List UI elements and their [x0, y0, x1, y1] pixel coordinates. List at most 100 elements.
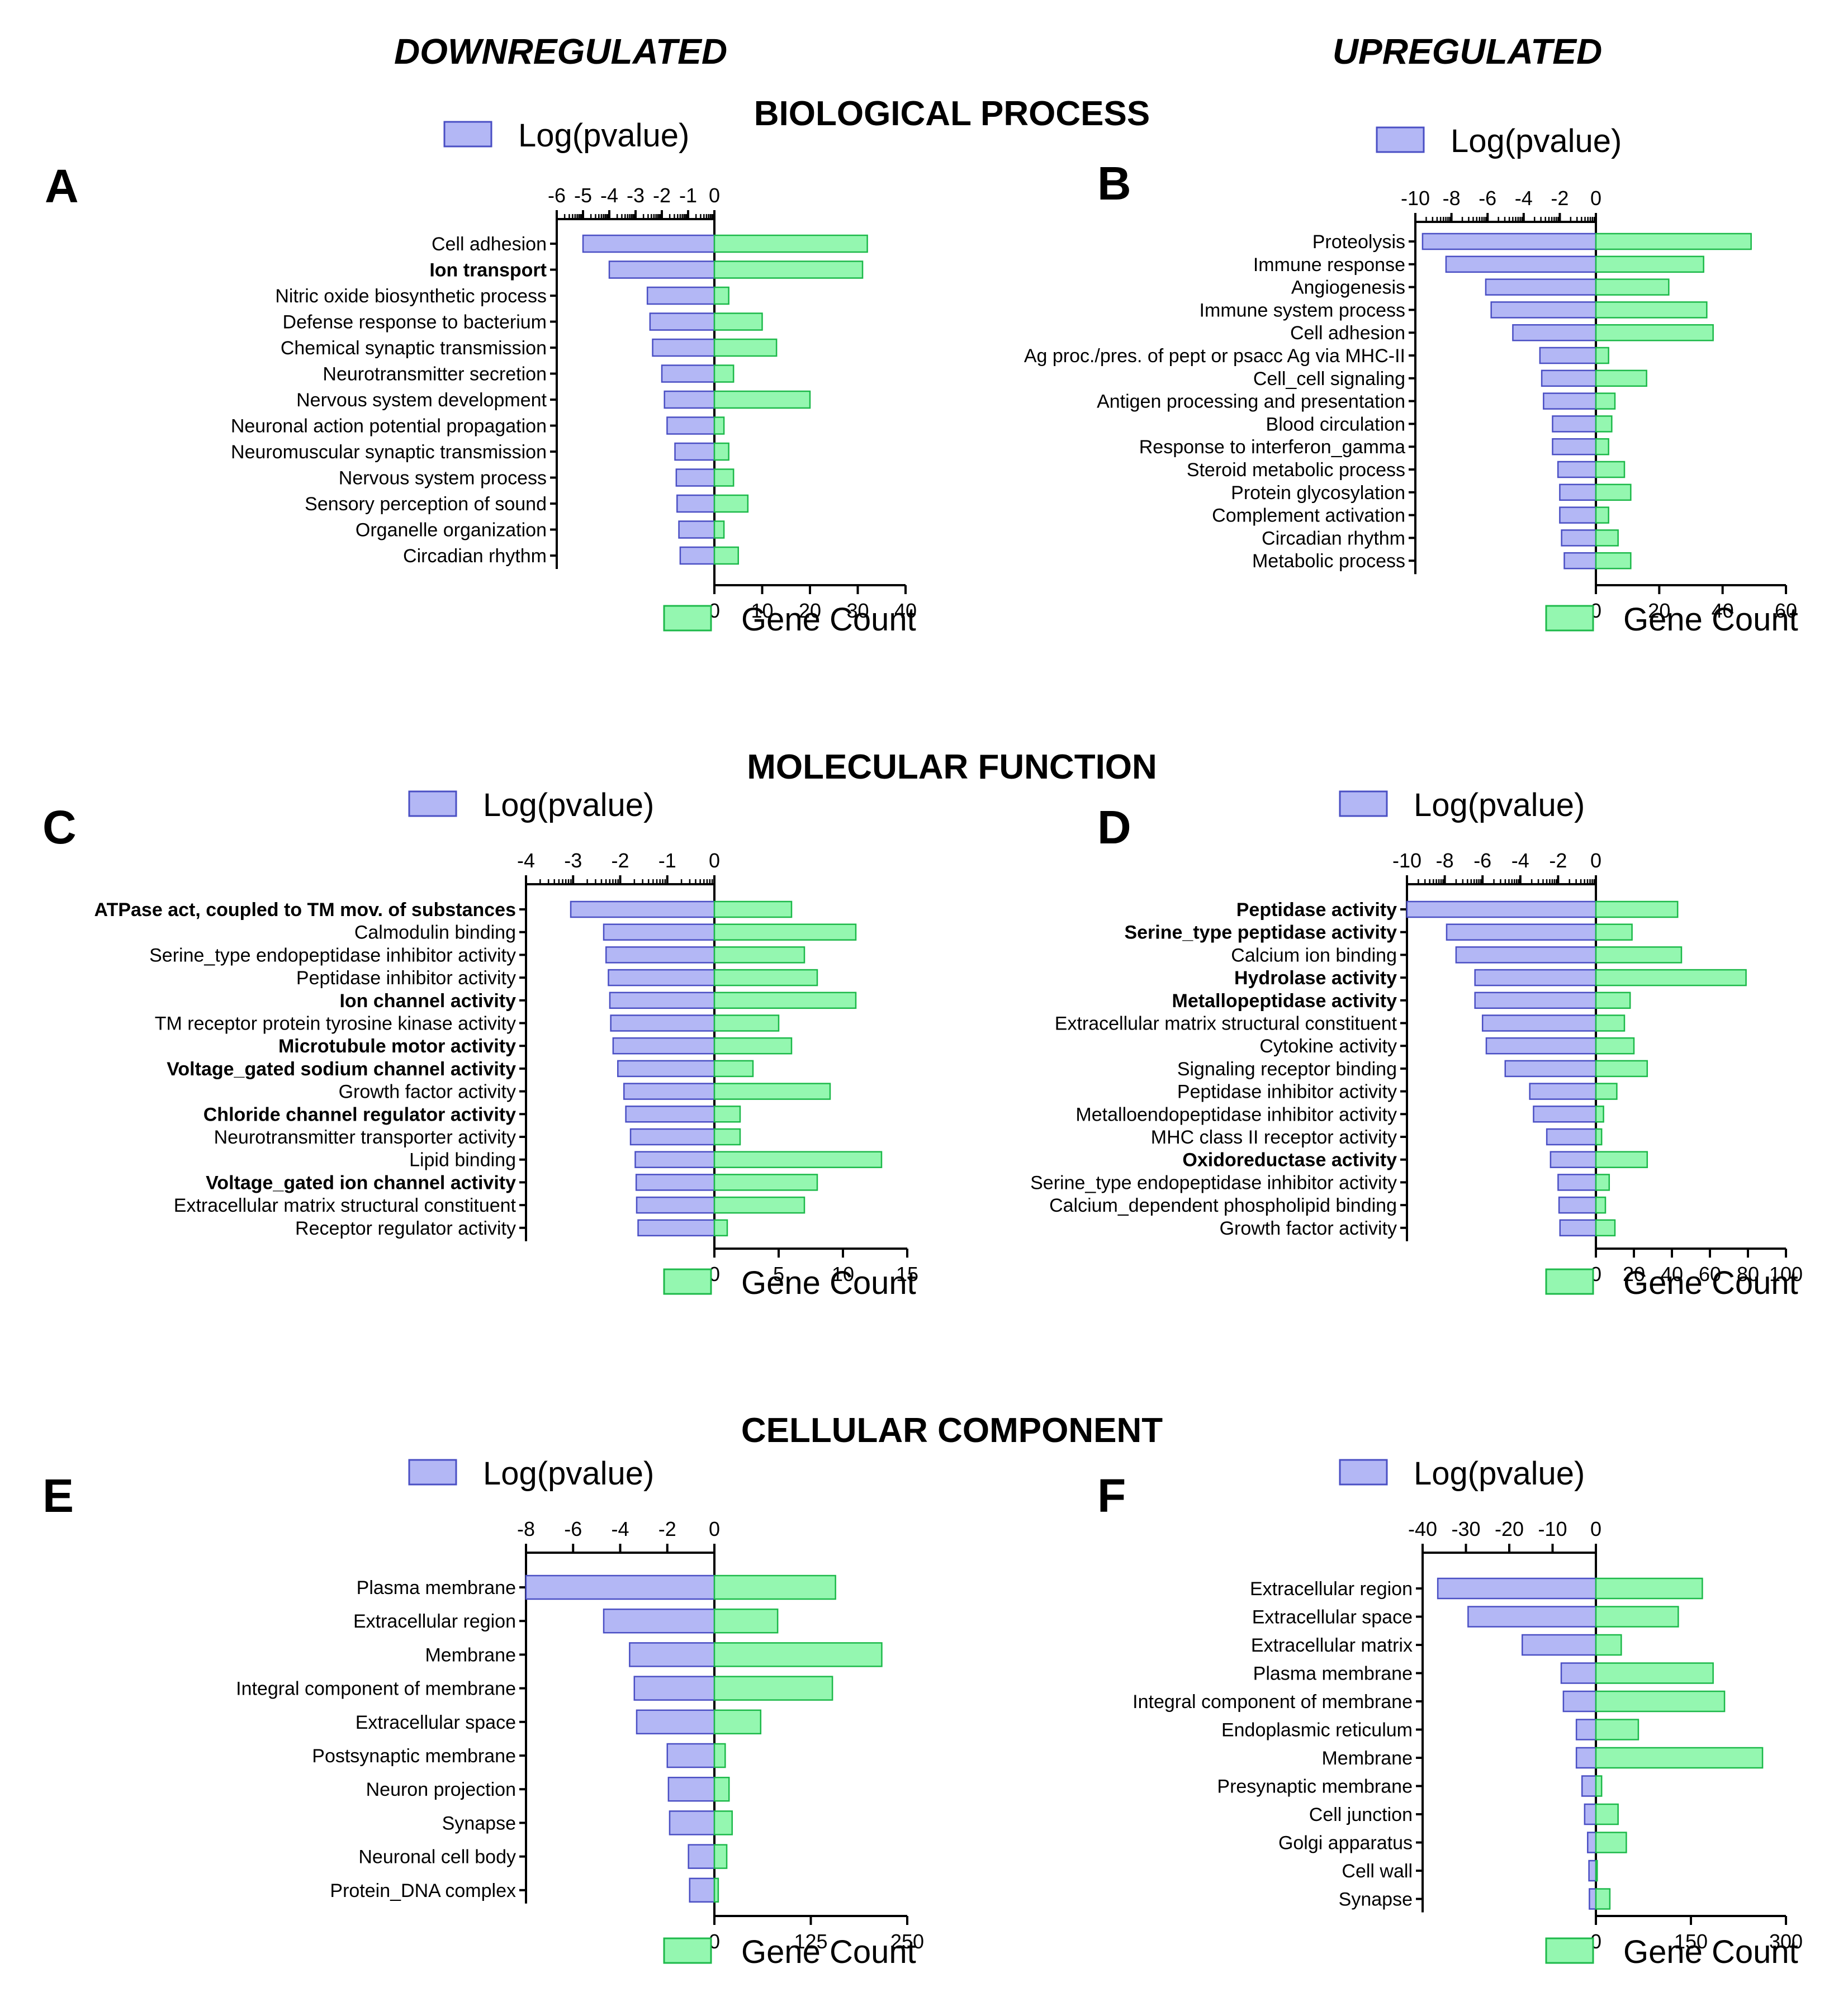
pvalue-bar	[608, 260, 715, 279]
count-bar	[1595, 900, 1679, 918]
pvalue-bar	[623, 1083, 715, 1100]
pvalue-tick-label: -1	[658, 849, 676, 872]
count-tick-label: 40	[1712, 599, 1734, 622]
count-bar	[1595, 1151, 1648, 1168]
pvalue-legend-swatch	[1376, 126, 1425, 153]
panel-letter-c: C	[42, 801, 77, 853]
category-label: Circadian rhythm	[1262, 528, 1405, 549]
category-label: Neuronal action potential propagation	[231, 416, 547, 437]
category-label: Presynaptic membrane	[1217, 1776, 1413, 1797]
pvalue-tick-label: -2	[658, 1517, 676, 1540]
pvalue-bar	[1406, 900, 1597, 918]
pvalue-tick-label: -6	[1473, 849, 1491, 872]
pvalue-bar	[582, 234, 715, 253]
count-bar	[1595, 1106, 1604, 1123]
category-label: Chloride channel regulator activity	[203, 1104, 516, 1125]
pvalue-bar	[679, 546, 715, 565]
count-legend-label: Gene Count	[1623, 1265, 1798, 1301]
category-label: Integral component of membrane	[1133, 1691, 1413, 1713]
pvalue-bar	[1557, 1174, 1597, 1191]
pvalue-bar	[636, 1709, 715, 1735]
category-label: Endoplasmic reticulum	[1221, 1720, 1413, 1741]
count-bar	[713, 1128, 741, 1146]
pvalue-bar	[1446, 923, 1597, 941]
category-label: Cell adhesion	[1290, 322, 1405, 344]
pvalue-bar	[675, 468, 715, 487]
panel-letter-f: F	[1097, 1469, 1126, 1522]
pvalue-tick-label: -6	[548, 184, 566, 207]
count-tick-label: 20	[1648, 599, 1670, 622]
category-label: Extracellular matrix structural constitu…	[174, 1195, 517, 1216]
count-bar	[713, 520, 725, 539]
pvalue-bar	[661, 364, 715, 383]
count-bar	[713, 442, 729, 461]
category-label: Growth factor activity	[339, 1082, 516, 1103]
category-label: Ion channel activity	[339, 990, 516, 1012]
category-label: Nitric oxide biosynthetic process	[275, 286, 547, 307]
count-bar	[1595, 1014, 1626, 1032]
count-bar	[713, 900, 793, 918]
pvalue-bar	[649, 312, 715, 331]
pvalue-bar	[603, 1608, 715, 1634]
count-bar	[713, 1219, 728, 1237]
pvalue-bar	[1552, 438, 1597, 456]
pvalue-bar	[1533, 1106, 1597, 1123]
count-bar	[1595, 1719, 1639, 1740]
pvalue-bar	[1575, 1719, 1597, 1740]
category-label: Calcium ion binding	[1231, 945, 1397, 966]
count-bar	[713, 468, 735, 487]
pvalue-tick-label: 0	[709, 184, 720, 207]
pvalue-legend-swatch	[408, 790, 457, 817]
count-bar	[713, 312, 763, 331]
pvalue-bar	[1589, 1888, 1597, 1910]
pvalue-tick-label: -3	[627, 184, 645, 207]
pvalue-bar	[1421, 233, 1597, 250]
pvalue-bar	[612, 1037, 715, 1055]
category-label: Cell junction	[1309, 1804, 1413, 1825]
panel-letter-d: D	[1097, 801, 1131, 853]
category-label: Peptidase activity	[1236, 899, 1397, 921]
count-bar	[1595, 1174, 1610, 1191]
pvalue-bar	[1561, 529, 1597, 547]
category-label: Cytokine activity	[1259, 1036, 1397, 1057]
pvalue-tick-label: -4	[611, 1517, 629, 1540]
pvalue-bar	[603, 923, 715, 941]
category-label: Serine_type endopeptidase inhibitor acti…	[149, 945, 516, 966]
count-bar	[1595, 1196, 1607, 1214]
count-bar	[1595, 324, 1714, 342]
count-bar	[713, 1810, 733, 1835]
category-label: Synapse	[442, 1813, 516, 1834]
count-bar	[1595, 438, 1609, 456]
category-label: Hydrolase activity	[1234, 967, 1397, 989]
pvalue-tick-label: -20	[1495, 1517, 1524, 1540]
count-bar	[1595, 1747, 1764, 1769]
pvalue-tick-label: -8	[1443, 187, 1461, 210]
count-bar	[1595, 1606, 1679, 1628]
count-bar	[1595, 1832, 1627, 1853]
count-bar	[1595, 1662, 1714, 1684]
count-bar	[713, 1676, 833, 1701]
category-label: Membrane	[1321, 1748, 1413, 1769]
category-label: Oxidoreductase activity	[1182, 1150, 1397, 1171]
category-label: Receptor regulator activity	[295, 1218, 516, 1239]
count-bar	[1595, 278, 1670, 296]
count-bar	[713, 1060, 754, 1078]
pvalue-bar	[678, 520, 715, 539]
count-bar	[1595, 1775, 1603, 1797]
pvalue-legend-label: Log(pvalue)	[518, 117, 689, 154]
count-bar	[713, 1106, 741, 1123]
pvalue-tick-label: -40	[1408, 1517, 1437, 1540]
count-legend-swatch	[663, 1937, 712, 1964]
category-label: Protein_DNA complex	[330, 1880, 516, 1901]
category-label: Response to interferon_gamma	[1139, 437, 1405, 458]
pvalue-tick-label: -8	[517, 1517, 535, 1540]
pvalue-bar	[1581, 1775, 1597, 1797]
count-bar	[713, 494, 749, 513]
count-bar	[713, 1196, 805, 1214]
category-label: Immune response	[1253, 254, 1405, 276]
pvalue-bar	[674, 442, 715, 461]
pvalue-tick-label: -2	[653, 184, 671, 207]
pvalue-bar	[629, 1128, 715, 1146]
count-bar	[713, 1709, 762, 1735]
pvalue-bar	[1584, 1803, 1597, 1825]
